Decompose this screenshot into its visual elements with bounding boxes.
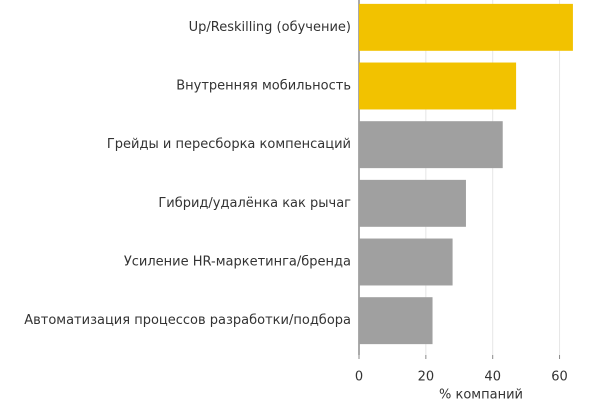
bar: [359, 3, 573, 51]
y-tick-label: Грейды и пересборка компенсаций: [107, 137, 351, 152]
bar: [359, 238, 453, 286]
x-tick-label: 40: [484, 370, 501, 385]
bar: [359, 62, 517, 110]
bar: [359, 121, 503, 169]
y-tick-label: Гибрид/удалёнка как рычаг: [158, 196, 351, 211]
x-axis-label: % компаний: [439, 388, 523, 403]
x-tick-label: 60: [551, 370, 568, 385]
y-tick-label: Внутренняя мобильность: [176, 79, 351, 94]
bar: [359, 297, 433, 345]
x-tick-label: 20: [418, 370, 435, 385]
y-tick-label: Up/Reskilling (обучение): [189, 20, 351, 35]
y-tick-label: Автоматизация процессов разработки/подбо…: [24, 313, 351, 328]
bar: [359, 179, 466, 227]
y-tick-label: Усиление HR-маркетинга/бренда: [124, 255, 351, 270]
x-tick-label: 0: [355, 370, 363, 385]
